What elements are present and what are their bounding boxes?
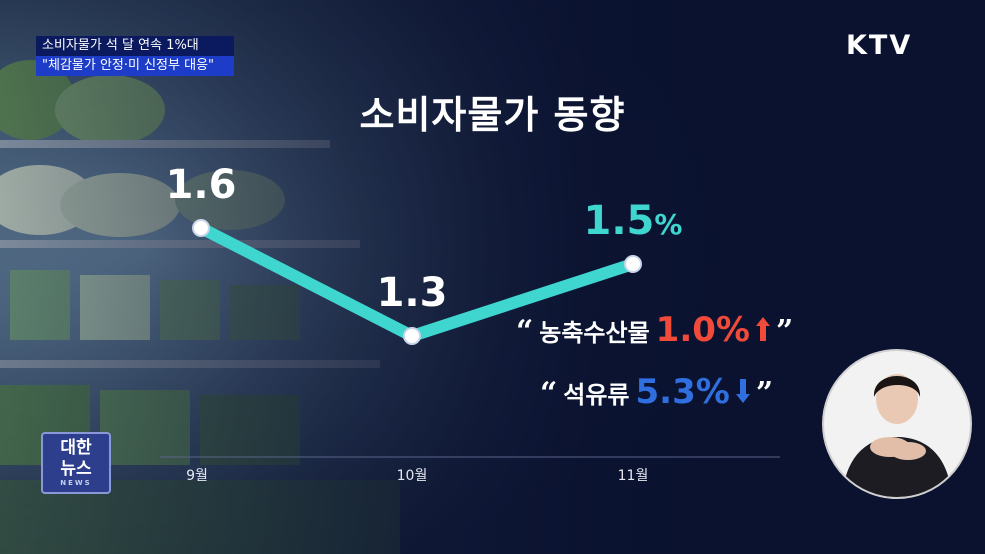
quote-open: “ [540,376,558,411]
news-ticker: 소비자물가 석 달 연속 1%대 "체감물가 안정·미 신정부 대응" [36,36,234,76]
data-point-1 [192,219,210,237]
quote-open: “ [516,314,534,349]
up-arrow-icon [755,317,770,341]
note-label: 석유류 [563,381,630,409]
daehan-news-logo: 대한 뉴스 NEWS [41,432,111,494]
x-tick-label-1: 9월 [186,468,208,484]
logo-line-2: 뉴스 [60,459,92,479]
data-point-2 [403,327,421,345]
ticker-line-1: 소비자물가 석 달 연속 1%대 [36,36,234,56]
note-label: 농축수산물 [539,319,650,347]
note-value: 5.3% [635,372,730,412]
sign-language-interpreter [822,349,972,499]
x-tick-label-2: 10월 [397,468,428,484]
note-oil: “ 석유류 5.3% ” [540,372,773,412]
quote-close: ” [775,314,794,349]
ktv-logo: KTV [846,30,913,61]
value-label-1: 1.6 [166,162,237,208]
x-tick-label-3: 11월 [618,468,649,484]
logo-line-1: 대한 [60,438,92,458]
data-point-3 [624,255,642,273]
note-agri: “ 농축수산물 1.0% ” [516,310,793,350]
down-arrow-icon [735,379,750,403]
value-label-3: 1.5% [584,198,683,244]
value-label-2: 1.3 [377,270,448,316]
ticker-line-2: "체감물가 안정·미 신정부 대응" [36,56,234,76]
logo-line-3: NEWS [60,479,92,487]
quote-close: ” [755,376,774,411]
note-value: 1.0% [655,310,750,350]
chart-title: 소비자물가 동향 [359,93,626,137]
